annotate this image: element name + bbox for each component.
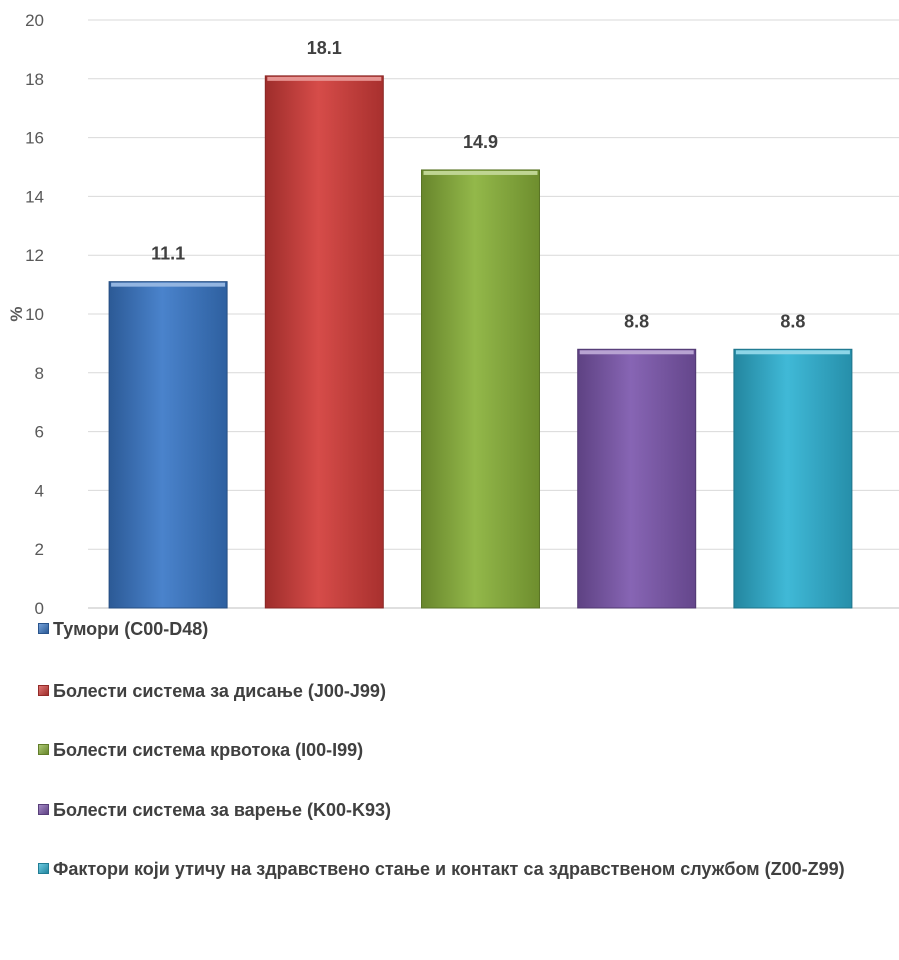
bars <box>108 75 853 609</box>
legend-label: Тумори (C00-D48) <box>53 619 209 639</box>
bar <box>108 281 228 609</box>
data-label: 11.1 <box>151 244 185 264</box>
legend-item: Болести система за дисање (J00-J99) <box>38 679 386 703</box>
y-tick-label: 8 <box>35 364 44 383</box>
data-labels: 11.1 18.1 14.9 8.8 8.8 <box>151 38 805 331</box>
y-tick-label: 14 <box>25 187 44 206</box>
legend-item: Болести система крвотока (I00-I99) <box>38 738 363 762</box>
y-tick-label: 6 <box>35 423 44 442</box>
legend-item: Болести система за варење (K00-K93) <box>38 798 391 822</box>
data-label: 8.8 <box>624 311 649 331</box>
legend-item: Фактори који утичу на здравствено стање … <box>38 857 845 881</box>
bar <box>733 348 853 609</box>
legend-label: Болести система за дисање (J00-J99) <box>53 681 386 701</box>
bar-highlight <box>423 170 538 175</box>
bar <box>577 348 697 609</box>
data-label: 18.1 <box>307 38 342 58</box>
y-tick-label: 18 <box>25 70 44 89</box>
legend-swatch <box>38 744 49 755</box>
bar <box>421 169 540 609</box>
legend-label: Болести система крвотока (I00-I99) <box>53 740 364 760</box>
bar-highlight <box>735 350 850 355</box>
legend-label: Болести система за варење (K00-K93) <box>53 800 392 820</box>
legend-swatch <box>38 804 49 815</box>
legend-swatch <box>38 685 49 696</box>
data-label: 14.9 <box>463 132 498 152</box>
legend-label: Фактори који утичу на здравствено стање … <box>53 859 845 879</box>
legend-item: Тумори (C00-D48) <box>38 617 208 641</box>
data-label: 8.8 <box>780 311 805 331</box>
y-tick-label: 4 <box>35 481 44 500</box>
y-tick-label: 20 <box>25 11 44 30</box>
bar-highlight <box>267 76 382 81</box>
bar <box>264 75 384 609</box>
y-tick-label: 16 <box>25 129 44 148</box>
y-axis-ticks: 0 2 4 6 8 10 12 14 16 18 20 <box>25 11 44 615</box>
bar-chart: 0 2 4 6 8 10 12 14 16 18 20 % 11.1 18.1 14.9 8.8 8.8 <box>7 11 899 615</box>
legend-swatch <box>38 863 49 874</box>
bar-highlight <box>111 282 226 287</box>
legend-swatch <box>38 623 49 634</box>
bar-highlight <box>579 350 694 355</box>
y-axis-label: % <box>7 306 26 321</box>
y-tick-label: 10 <box>25 305 44 324</box>
y-tick-label: 2 <box>35 540 44 559</box>
y-tick-label: 12 <box>25 246 44 265</box>
y-tick-label: 0 <box>35 599 44 615</box>
